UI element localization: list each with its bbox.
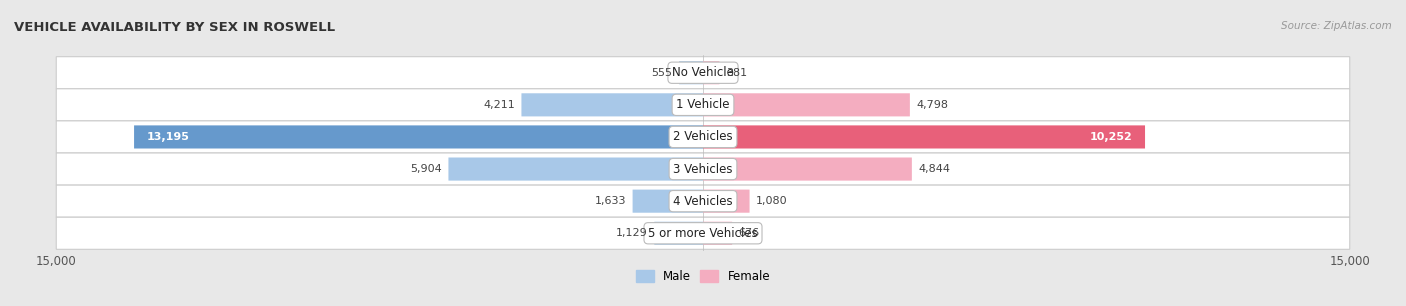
- FancyBboxPatch shape: [633, 190, 703, 213]
- FancyBboxPatch shape: [56, 121, 1350, 153]
- Text: 1,633: 1,633: [595, 196, 626, 206]
- FancyBboxPatch shape: [703, 93, 910, 116]
- FancyBboxPatch shape: [679, 61, 703, 84]
- FancyBboxPatch shape: [134, 125, 703, 148]
- Text: 555: 555: [651, 68, 672, 78]
- Text: 1,080: 1,080: [756, 196, 787, 206]
- Text: 676: 676: [738, 228, 759, 238]
- FancyBboxPatch shape: [703, 61, 720, 84]
- Text: VEHICLE AVAILABILITY BY SEX IN ROSWELL: VEHICLE AVAILABILITY BY SEX IN ROSWELL: [14, 21, 335, 34]
- Text: 5 or more Vehicles: 5 or more Vehicles: [648, 227, 758, 240]
- Text: 10,252: 10,252: [1090, 132, 1132, 142]
- FancyBboxPatch shape: [56, 185, 1350, 217]
- FancyBboxPatch shape: [56, 217, 1350, 249]
- FancyBboxPatch shape: [703, 158, 912, 181]
- FancyBboxPatch shape: [449, 158, 703, 181]
- Text: 5,904: 5,904: [411, 164, 441, 174]
- Text: 4,211: 4,211: [484, 100, 515, 110]
- Text: 2 Vehicles: 2 Vehicles: [673, 130, 733, 144]
- Text: No Vehicle: No Vehicle: [672, 66, 734, 79]
- FancyBboxPatch shape: [703, 190, 749, 213]
- Text: 4,798: 4,798: [917, 100, 948, 110]
- FancyBboxPatch shape: [654, 222, 703, 245]
- Legend: Male, Female: Male, Female: [631, 266, 775, 288]
- Text: 4 Vehicles: 4 Vehicles: [673, 195, 733, 208]
- FancyBboxPatch shape: [56, 89, 1350, 121]
- Text: 1 Vehicle: 1 Vehicle: [676, 98, 730, 111]
- FancyBboxPatch shape: [703, 125, 1144, 148]
- FancyBboxPatch shape: [703, 222, 733, 245]
- FancyBboxPatch shape: [56, 153, 1350, 185]
- Text: 4,844: 4,844: [918, 164, 950, 174]
- Text: Source: ZipAtlas.com: Source: ZipAtlas.com: [1281, 21, 1392, 32]
- Text: 3 Vehicles: 3 Vehicles: [673, 162, 733, 176]
- FancyBboxPatch shape: [56, 57, 1350, 89]
- Text: 1,129: 1,129: [616, 228, 648, 238]
- FancyBboxPatch shape: [522, 93, 703, 116]
- Text: 381: 381: [725, 68, 747, 78]
- Text: 13,195: 13,195: [148, 132, 190, 142]
